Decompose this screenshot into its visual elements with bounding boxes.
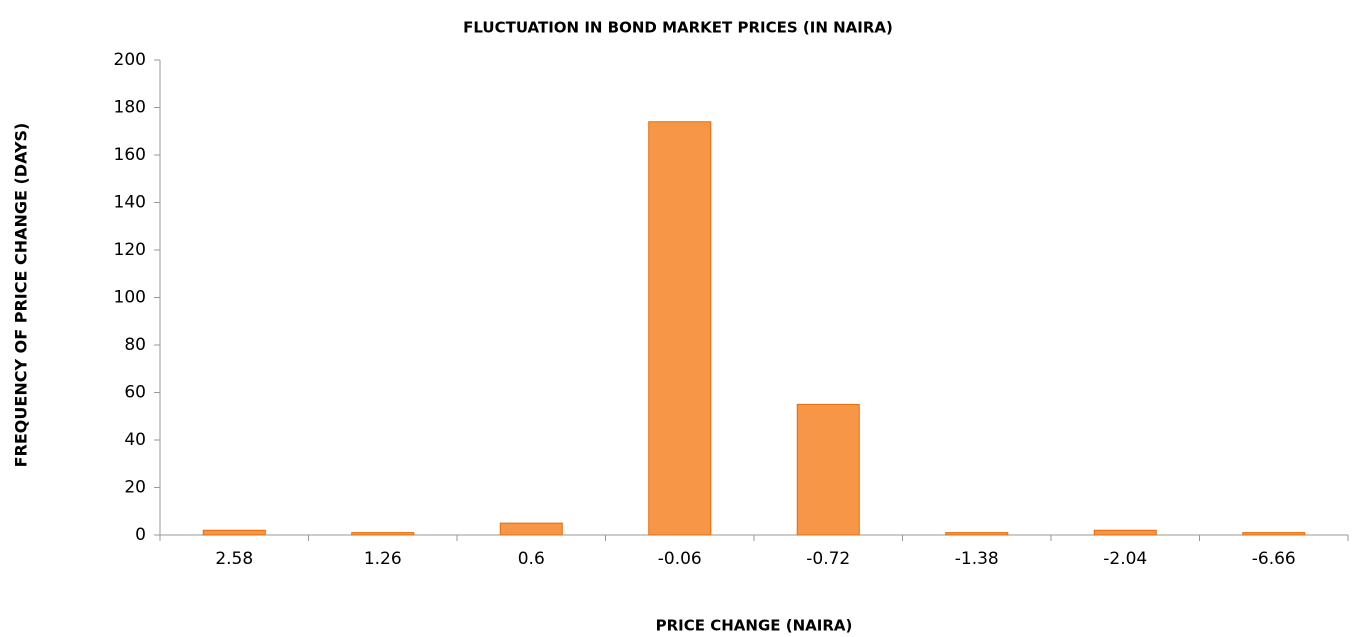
y-tick-label: 20 (124, 478, 146, 498)
bar (796, 403, 860, 536)
bar (648, 121, 712, 536)
y-tick-label: 120 (114, 240, 146, 260)
y-tick-label: 100 (114, 288, 146, 308)
y-tick-label: 0 (135, 525, 146, 545)
x-tick-label: -2.04 (1103, 549, 1147, 569)
bar (945, 532, 1009, 536)
x-tick-label: 1.26 (364, 549, 402, 569)
x-axis-label: PRICE CHANGE (NAIRA) (656, 617, 853, 635)
y-tick-label: 140 (114, 193, 146, 213)
y-tick-label: 80 (124, 335, 146, 355)
bar (1093, 529, 1157, 536)
bar (202, 529, 266, 536)
bar (499, 522, 563, 536)
x-tick-label: 0.6 (518, 549, 545, 569)
y-tick-label: 40 (124, 430, 146, 450)
y-tick-label: 180 (114, 98, 146, 118)
x-tick-label: -6.66 (1252, 549, 1296, 569)
bar (1242, 532, 1306, 536)
y-tick-label: 60 (124, 383, 146, 403)
x-tick-label: -1.38 (955, 549, 999, 569)
x-tick-label: -0.72 (806, 549, 850, 569)
chart-title: FLUCTUATION IN BOND MARKET PRICES (IN NA… (463, 19, 893, 37)
y-tick-label: 160 (114, 145, 146, 165)
y-axis-label: FREQUENCY OF PRICE CHANGE (DAYS) (12, 123, 31, 468)
x-tick-label: -0.06 (658, 549, 702, 569)
y-tick-label: 200 (114, 50, 146, 70)
x-tick-label: 2.58 (215, 549, 253, 569)
bar (351, 532, 415, 536)
